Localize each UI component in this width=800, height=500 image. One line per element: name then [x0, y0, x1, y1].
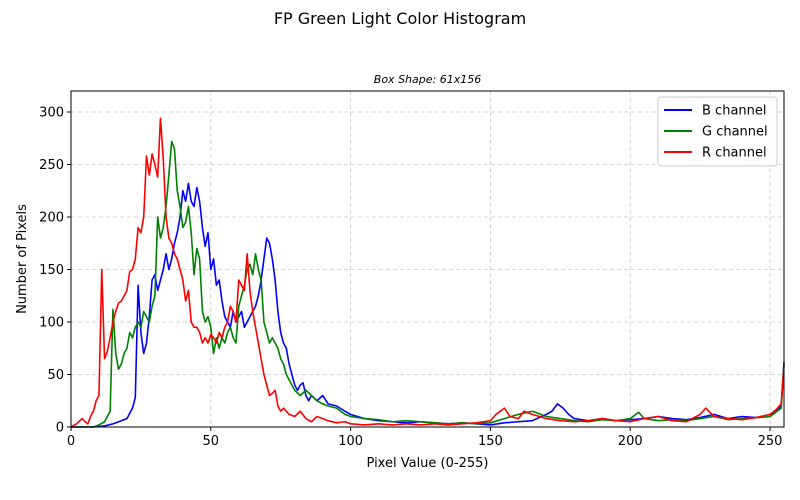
series-layer: [70, 117, 785, 428]
plot-frame: [70, 90, 785, 428]
series-line-b-channel: [71, 182, 785, 428]
y-tick-label: 200: [39, 211, 64, 226]
x-axis-label: Pixel Value (0-255): [367, 456, 489, 471]
legend-label: B channel: [702, 104, 767, 119]
x-tick-label: 150: [478, 434, 503, 449]
y-axis-label: Number of Pixels: [15, 204, 30, 314]
x-tick-label: 200: [618, 434, 643, 449]
y-tick-label: 100: [39, 316, 64, 331]
y-tick-label: 300: [39, 106, 64, 121]
y-tick-label: 250: [39, 158, 64, 173]
series-line-r-channel: [70, 117, 785, 428]
y-tick-label: 0: [56, 421, 64, 436]
x-tick-label: 0: [67, 434, 75, 449]
chart-subtitle: Box Shape: 61x156: [374, 73, 481, 86]
x-tick-label: 250: [758, 434, 783, 449]
y-axis-ticks: 0 50 100 150 200 250 300: [39, 106, 71, 436]
legend-label: R channel: [702, 146, 767, 161]
y-tick-label: 150: [39, 263, 64, 278]
y-tick-label: 50: [47, 368, 64, 383]
series-line-g-channel: [71, 140, 785, 428]
legend-box: [657, 96, 778, 167]
chart-title: FP Green Light Color Histogram: [274, 9, 526, 28]
x-tick-label: 100: [338, 434, 363, 449]
x-tick-label: 50: [203, 434, 220, 449]
legend: B channel G channel R channel: [657, 96, 778, 167]
legend-label: G channel: [702, 125, 768, 140]
x-axis-ticks: 0 50 100 150 200 250: [67, 427, 783, 449]
